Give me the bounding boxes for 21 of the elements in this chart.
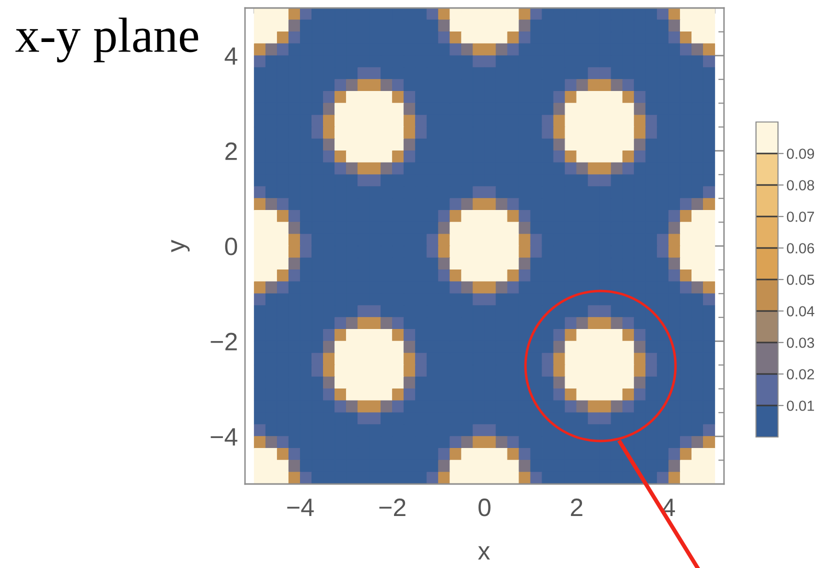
chart-title: x-y plane <box>15 18 198 62</box>
y-tick-label: 2 <box>225 142 237 160</box>
x-tick-label: −4 <box>287 498 314 516</box>
color-bar-label: 0.06 <box>786 243 814 254</box>
color-bar-label: 0.07 <box>786 212 814 222</box>
x-tick-label: −2 <box>379 498 406 516</box>
y-tick-label: −4 <box>210 428 238 446</box>
x-tick-label: 0 <box>478 498 490 516</box>
color-bar-label: 0.02 <box>786 369 814 380</box>
x-axis-title: x <box>478 546 490 560</box>
y-tick-label: 4 <box>224 47 238 65</box>
color-bar-label: 0.04 <box>786 306 814 316</box>
y-axis-title: y <box>171 240 190 252</box>
y-tick-label: 0 <box>225 238 238 256</box>
color-bar-label: 0.01 <box>786 400 814 411</box>
color-bar-label: 0.08 <box>786 180 814 190</box>
color-bar-label: 0.09 <box>786 148 814 159</box>
color-bar-label: 0.03 <box>786 338 814 348</box>
x-tick-label: 2 <box>570 498 582 516</box>
y-tick-label: −2 <box>210 332 237 350</box>
color-bar-label: 0.05 <box>786 274 814 285</box>
